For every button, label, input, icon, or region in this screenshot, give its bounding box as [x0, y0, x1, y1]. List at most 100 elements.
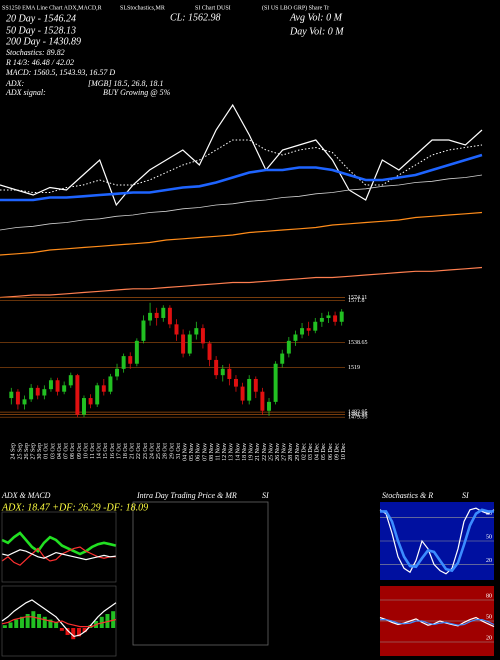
histogram-bar	[59, 628, 64, 631]
y-tick-label: 1479.95	[348, 415, 368, 421]
candle-body	[247, 378, 252, 401]
x-tick-label: 28 Oct	[163, 443, 169, 459]
x-tick-label: 09 Oct	[77, 443, 83, 459]
x-tick-label: 15 Oct	[103, 443, 109, 459]
candle-body	[95, 385, 100, 405]
histogram-bar	[71, 628, 76, 640]
line-series	[380, 508, 494, 573]
candle-body	[148, 312, 153, 321]
x-tick-label: 11 Oct	[90, 443, 96, 459]
y-tick-label: 50	[486, 614, 492, 620]
x-tick-label: 01 Oct	[44, 443, 50, 459]
candle-body	[115, 368, 120, 377]
x-tick-label: 24 Oct	[149, 443, 155, 459]
x-tick-label: 14 Nov	[235, 443, 241, 461]
line-series	[379, 616, 495, 628]
candle-body	[200, 328, 205, 344]
header: SI Chart DUSI	[195, 5, 231, 11]
x-tick-label: 31 Oct	[176, 443, 182, 459]
x-tick-label: 02 Dec	[301, 443, 307, 460]
y-tick-label: 20	[486, 558, 492, 564]
stat: [MGB] 18.5, 26.8, 18.1	[88, 79, 164, 88]
x-tick-label: 25 Sep	[17, 443, 23, 460]
stat: 50 Day - 1528.13	[6, 25, 76, 36]
candle-body	[68, 375, 73, 386]
intraday-panel	[132, 501, 269, 646]
line-series	[1, 599, 117, 638]
panel-title: Stochastics & R	[382, 491, 433, 500]
x-tick-label: 26 Sep	[24, 443, 30, 460]
candle-body	[75, 375, 80, 415]
x-tick-label: 10 Oct	[83, 443, 89, 459]
x-tick-label: 27 Sep	[31, 443, 37, 460]
x-tick-label: 19 Nov	[249, 443, 255, 461]
x-tick-label: 14 Oct	[97, 443, 103, 459]
histogram-bar	[111, 611, 116, 628]
x-tick-label: 18 Oct	[123, 443, 129, 459]
close-price: CL: 1562.98	[170, 12, 221, 23]
histogram-bar	[82, 628, 87, 633]
candle-body	[293, 334, 298, 341]
x-tick-label: 25 Nov	[268, 443, 274, 461]
line-series	[0, 211, 483, 256]
y-tick-label: 1481.95	[348, 412, 368, 418]
x-tick-label: 30 Sep	[37, 443, 43, 460]
candle-body	[220, 368, 225, 376]
candle-body	[260, 391, 265, 411]
x-tick-label: 29 Nov	[295, 443, 301, 461]
panel-border	[1, 511, 117, 583]
line-series	[380, 619, 495, 626]
histogram-bar	[54, 622, 59, 628]
candle-body	[167, 307, 172, 325]
panel-subtitle: ADX: 18.47 +DF: 26.29 -DF: 18.09	[1, 502, 148, 513]
candle-body	[154, 312, 159, 318]
candle-body	[29, 387, 34, 400]
y-tick-label: 20	[486, 635, 492, 641]
candle-body	[108, 376, 113, 392]
candle-body	[267, 401, 271, 411]
candle-body	[313, 321, 318, 331]
line-series	[1, 546, 116, 566]
candle-body	[207, 343, 212, 360]
line-series	[0, 103, 483, 207]
candle-body	[9, 391, 14, 399]
x-tick-label: 21 Nov	[255, 443, 261, 461]
x-tick-label: 04 Dec	[315, 443, 321, 460]
stat: ADX:	[5, 79, 25, 88]
day-volume: Day Vol: 0 M	[289, 26, 344, 37]
x-tick-label: 18 Nov	[242, 443, 248, 461]
panel-title: ADX & MACD	[1, 491, 51, 500]
x-tick-label: 06 Nov	[196, 443, 202, 461]
candle-body	[273, 363, 278, 402]
candle-body	[253, 378, 258, 392]
x-tick-label: 09 Dec	[334, 443, 340, 460]
x-tick-label: 06 Dec	[328, 443, 334, 460]
y-tick-label: 1571.8	[348, 298, 365, 304]
histogram-bar	[2, 625, 7, 628]
x-tick-label: 11 Nov	[216, 443, 222, 461]
histogram-bar	[65, 628, 70, 635]
x-tick-label: 22 Nov	[262, 443, 268, 461]
candle-body	[306, 328, 311, 331]
header: SS1250 EMA Line Chart ADX,MACD,R	[2, 5, 102, 11]
y-tick-label: 1483.95	[348, 409, 368, 415]
candle-body	[42, 389, 47, 396]
x-tick-label: 23 Oct	[143, 443, 149, 459]
x-tick-label: 10 Dec	[341, 443, 347, 460]
candle-body	[326, 315, 331, 318]
x-tick-label: 27 Nov	[282, 443, 288, 461]
line-series	[1, 616, 117, 628]
candle-body	[333, 315, 338, 322]
candle-body	[174, 324, 179, 335]
histogram-bar	[14, 619, 19, 628]
candle-body	[187, 334, 192, 354]
candle-body	[141, 320, 146, 341]
line-series	[0, 174, 483, 231]
histogram-bar	[8, 622, 13, 628]
x-tick-label: 24 Sep	[11, 443, 17, 460]
x-tick-label: 26 Nov	[275, 443, 281, 461]
candle-body	[62, 385, 67, 392]
candle-body	[101, 385, 106, 392]
x-tick-label: 04 Nov	[182, 443, 188, 461]
